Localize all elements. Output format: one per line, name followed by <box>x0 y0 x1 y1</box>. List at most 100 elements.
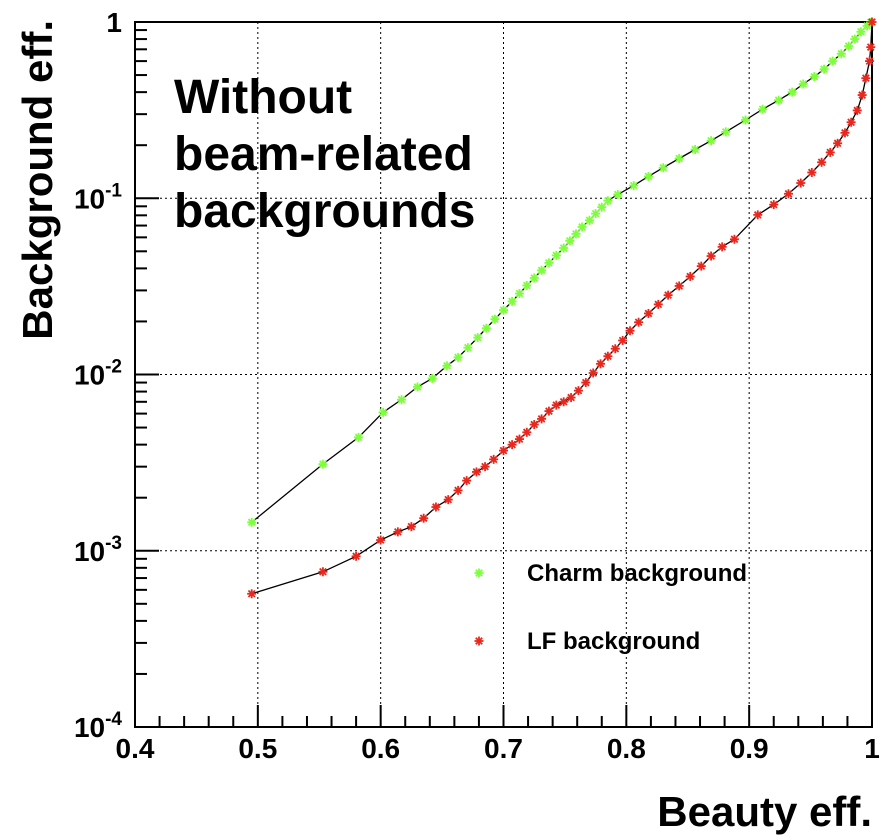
data-point <box>840 128 850 138</box>
annotation-line-1: Without <box>174 71 352 124</box>
data-point <box>674 154 684 164</box>
data-point <box>625 326 635 336</box>
data-point <box>836 49 846 59</box>
data-point <box>431 502 441 512</box>
data-point <box>551 250 561 260</box>
data-point <box>867 17 877 27</box>
data-point <box>696 261 706 271</box>
data-point <box>634 317 644 327</box>
x-tick-label: 0.7 <box>484 733 523 764</box>
legend-marker-charm <box>474 568 484 578</box>
annotation: Without beam-related backgrounds <box>174 71 475 238</box>
data-point <box>856 27 866 37</box>
data-point <box>514 434 524 444</box>
data-point <box>453 485 463 495</box>
data-point <box>819 64 829 74</box>
y-tick-label: 1 <box>106 7 122 38</box>
data-point <box>653 299 663 309</box>
data-point <box>318 567 328 577</box>
data-point <box>537 414 547 424</box>
data-point <box>809 72 819 82</box>
x-tick-label: 0.5 <box>238 733 277 764</box>
data-point <box>471 467 481 477</box>
data-point <box>499 446 508 456</box>
data-point <box>591 209 601 219</box>
data-point <box>565 236 575 246</box>
data-point <box>706 136 716 146</box>
data-point <box>406 522 416 532</box>
data-point <box>577 222 587 232</box>
data-point <box>866 42 876 52</box>
data-point <box>817 157 827 167</box>
data-point <box>717 242 727 252</box>
annotation-line-3: backgrounds <box>174 185 475 238</box>
data-point <box>584 215 594 225</box>
data-point <box>413 382 423 392</box>
y-axis-title: Background eff. <box>14 20 61 340</box>
legend-marker-star <box>474 636 484 646</box>
y-tick-label: 10-2 <box>74 357 122 391</box>
data-point <box>618 335 628 345</box>
data-point <box>442 361 452 371</box>
data-point <box>798 79 808 89</box>
legend-marker-star <box>474 568 484 578</box>
series <box>247 17 877 599</box>
x-tick-label: 0.4 <box>116 733 155 764</box>
data-point <box>753 210 763 220</box>
data-point <box>397 395 407 405</box>
data-point <box>721 127 731 137</box>
data-point <box>783 189 793 199</box>
data-point <box>613 190 623 200</box>
data-point <box>480 462 490 472</box>
data-point <box>588 368 598 378</box>
data-point <box>852 105 862 115</box>
data-point <box>603 196 613 206</box>
x-tick-labels: 0.4 0.5 0.6 0.7 0.8 0.9 1 <box>116 733 880 764</box>
data-point <box>247 589 257 599</box>
y-tick-label: 10-3 <box>74 533 122 567</box>
data-point <box>490 314 500 324</box>
x-tick-label: 0.6 <box>361 733 400 764</box>
y-tick-label: 10-1 <box>74 180 122 214</box>
axis-ticks <box>134 21 873 728</box>
data-point <box>462 476 472 486</box>
data-point <box>807 167 817 177</box>
data-point <box>846 117 856 127</box>
data-point <box>597 202 607 212</box>
data-point <box>861 73 871 83</box>
annotation-line-2: beam-related <box>174 128 473 181</box>
data-point <box>378 407 388 417</box>
data-point <box>658 163 668 173</box>
data-point <box>706 251 716 261</box>
data-point <box>629 181 639 191</box>
data-point <box>850 34 860 44</box>
series-line <box>251 21 873 595</box>
data-point <box>453 352 463 362</box>
data-point <box>559 243 569 253</box>
data-point <box>663 290 673 300</box>
data-point <box>740 115 750 125</box>
data-point <box>376 535 386 545</box>
data-point <box>481 323 491 333</box>
data-point <box>537 265 547 275</box>
data-point <box>685 271 695 281</box>
data-point <box>529 420 539 430</box>
data-point <box>507 296 517 306</box>
data-point <box>489 454 499 464</box>
series-charm <box>247 17 876 527</box>
data-point <box>507 440 517 450</box>
data-point <box>354 432 364 442</box>
data-point <box>351 551 361 561</box>
data-point <box>247 517 257 527</box>
series-lf <box>247 17 877 599</box>
data-point <box>499 305 508 315</box>
data-point <box>419 513 429 523</box>
data-point <box>596 359 606 369</box>
data-point <box>674 281 684 291</box>
data-point <box>581 378 591 388</box>
data-point <box>865 56 875 66</box>
data-point <box>573 386 583 396</box>
data-point <box>522 280 532 290</box>
